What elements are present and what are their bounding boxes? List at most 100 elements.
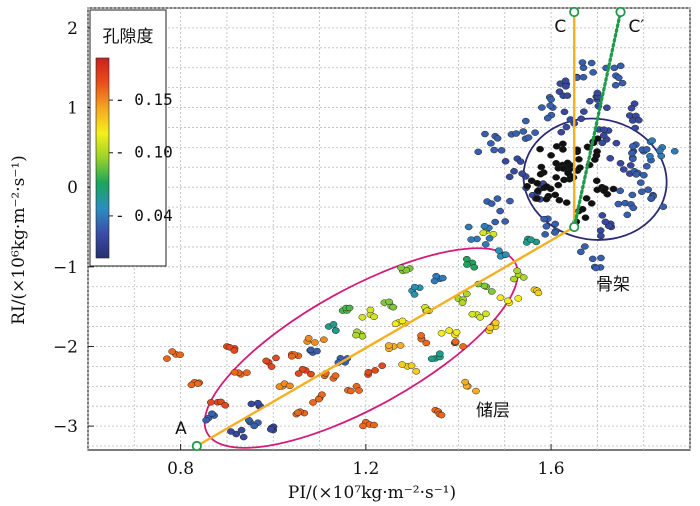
data-point (207, 399, 215, 406)
data-point (563, 92, 572, 99)
data-point (543, 114, 552, 122)
data-point (437, 330, 446, 337)
data-point (552, 174, 560, 181)
y-axis-ticks: 2 1 0 −1 −2 −3 (53, 19, 94, 437)
data-point (614, 74, 623, 81)
data-point (628, 191, 637, 199)
data-point (467, 236, 476, 243)
data-point (464, 223, 473, 231)
data-point (552, 159, 560, 167)
data-point (561, 77, 570, 84)
data-point (505, 173, 514, 181)
data-point (358, 333, 367, 340)
data-point (452, 329, 461, 336)
data-point (577, 248, 585, 256)
data-point (559, 146, 567, 153)
data-point (536, 145, 544, 153)
data-point (359, 422, 367, 430)
data-point (313, 347, 321, 355)
data-point (542, 195, 551, 203)
plot-area (87, 7, 691, 451)
colorbar-tick-label: - 0.15 (115, 90, 173, 109)
data-point (534, 289, 543, 297)
data-point (311, 339, 319, 346)
data-point (578, 205, 587, 213)
data-point (491, 218, 499, 226)
data-point (267, 363, 276, 370)
annotation-label: C′ (629, 17, 645, 37)
data-point (631, 124, 640, 132)
data-point (557, 128, 566, 136)
data-point (262, 357, 271, 365)
colorbar: 孔隙度 - 0.15 - 0.10 - 0.04 (89, 9, 173, 267)
data-point (202, 416, 210, 424)
data-point (410, 291, 419, 298)
data-point (230, 369, 239, 376)
data-point (481, 241, 490, 248)
data-point (634, 116, 643, 124)
annotation-label: 骨架 (596, 275, 630, 295)
data-point (555, 196, 564, 204)
data-point (532, 195, 541, 202)
data-point (437, 411, 446, 419)
data-point (487, 200, 496, 207)
data-point (472, 387, 480, 395)
data-point (486, 324, 495, 331)
y-tick-label: 0 (67, 178, 78, 198)
data-point (427, 355, 436, 363)
data-point (563, 159, 572, 167)
data-point (648, 137, 656, 144)
data-point (389, 303, 398, 311)
data-point (221, 402, 230, 409)
data-point (559, 140, 567, 148)
data-point (490, 146, 498, 154)
data-point (309, 399, 317, 406)
data-point (523, 182, 532, 190)
data-point (609, 185, 618, 193)
region-ellipses (203, 117, 668, 449)
data-point (451, 338, 460, 345)
data-point (542, 223, 551, 230)
data-point (597, 232, 605, 240)
data-point (227, 428, 235, 435)
data-point (642, 146, 651, 153)
data-point (629, 155, 637, 163)
data-point (294, 409, 302, 416)
data-point (272, 354, 280, 362)
data-point (540, 215, 548, 223)
data-point (497, 147, 506, 154)
data-point (598, 212, 607, 219)
endpoint-marker (569, 6, 580, 18)
data-point (474, 148, 483, 156)
data-point (445, 327, 454, 334)
data-point (655, 147, 664, 154)
data-point (468, 310, 477, 318)
data-point (537, 104, 546, 111)
annotation-label: A (175, 419, 187, 439)
data-point (536, 171, 545, 178)
data-point (619, 166, 628, 173)
data-point (541, 231, 549, 238)
data-point (577, 115, 586, 123)
data-point (266, 426, 275, 433)
data-point (239, 433, 248, 441)
data-point (640, 171, 648, 179)
data-point (524, 134, 533, 141)
data-point (459, 343, 467, 350)
data-point (510, 275, 518, 283)
data-point (482, 310, 490, 318)
data-point (670, 147, 679, 155)
data-point (480, 222, 489, 230)
data-point (501, 158, 510, 165)
data-point (438, 274, 447, 282)
data-point (512, 130, 520, 137)
data-point (587, 200, 596, 207)
data-point (657, 152, 666, 160)
data-point (554, 181, 563, 189)
data-point (347, 387, 355, 395)
data-point (638, 188, 646, 196)
colorbar-gradient (95, 57, 110, 259)
data-point (458, 299, 467, 306)
data-point (307, 370, 315, 378)
data-point (562, 123, 571, 131)
